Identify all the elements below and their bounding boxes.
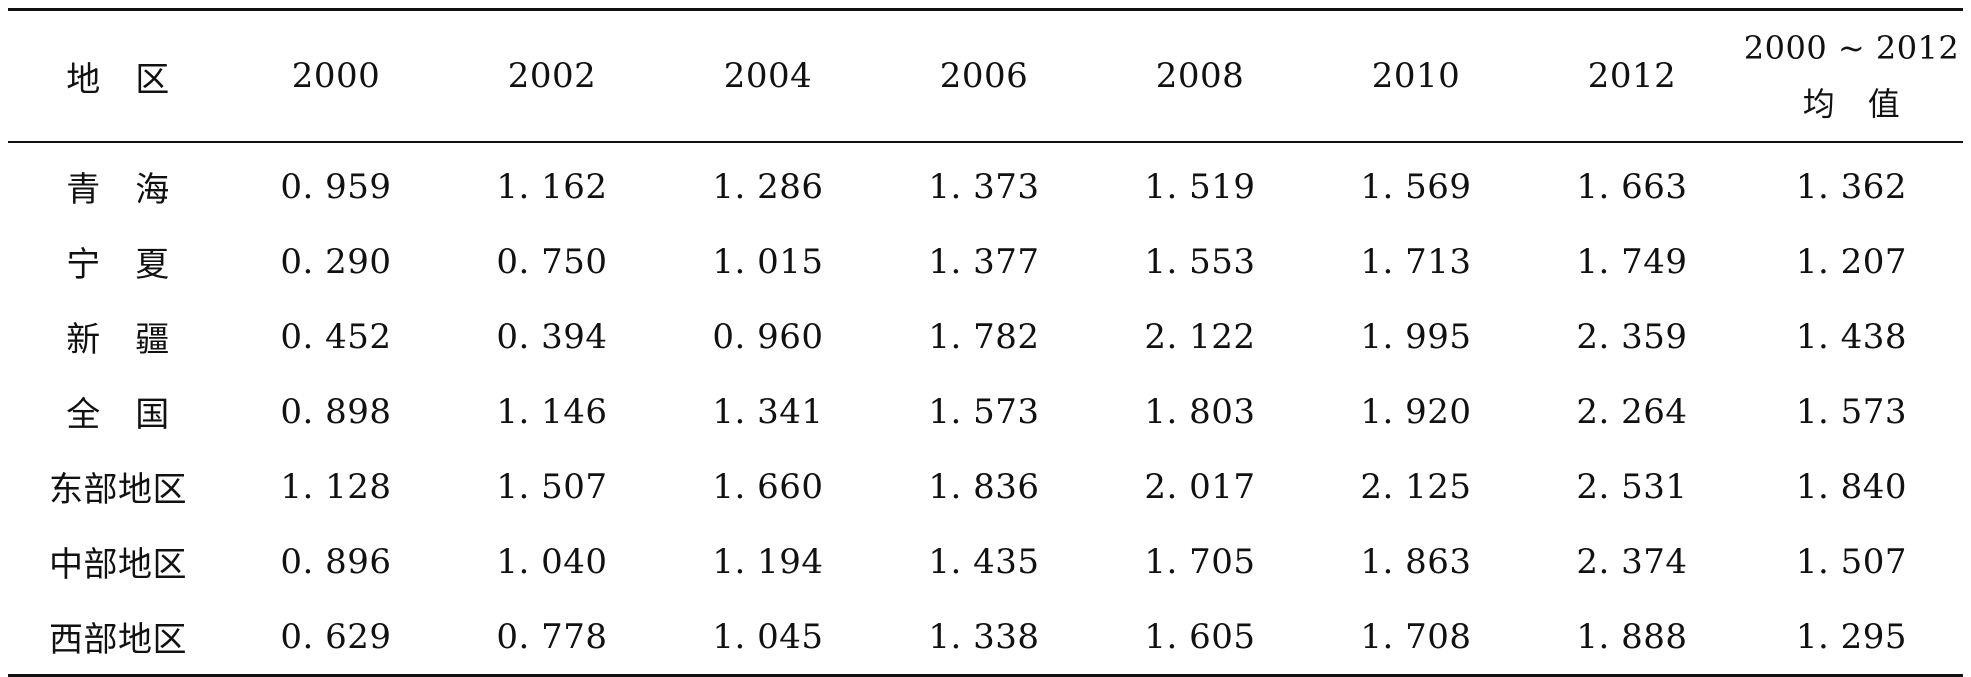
value-cell: 0. 629 — [280, 616, 392, 657]
value-cell: 1. 377 — [928, 241, 1040, 282]
header-year: 2008 — [1155, 56, 1245, 96]
header-year: 2000 — [291, 56, 381, 96]
header-year: 2012 — [1587, 56, 1677, 96]
value-cell: 1. 782 — [928, 316, 1040, 357]
value-cell: 2. 359 — [1576, 316, 1688, 357]
header-average-label: 均 值 — [1802, 85, 1901, 123]
value-cell: 2. 531 — [1576, 466, 1688, 507]
value-cell: 0. 959 — [280, 166, 392, 207]
value-cell: 1. 605 — [1144, 616, 1256, 657]
header-year: 2002 — [507, 56, 597, 96]
table-row: 中部地区 0. 896 1. 040 1. 194 1. 435 1. 705 1. 863… — [8, 524, 1963, 599]
value-cell: 0. 960 — [712, 316, 824, 357]
value-cell: 2. 122 — [1144, 316, 1256, 357]
value-cell: 0. 750 — [496, 241, 608, 282]
value-cell: 2. 017 — [1144, 466, 1256, 507]
value-cell: 0. 898 — [280, 391, 392, 432]
value-cell: 1. 863 — [1360, 541, 1472, 582]
value-cell: 1. 749 — [1576, 241, 1688, 282]
region-cell: 全 国 — [66, 395, 170, 435]
average-cell: 1. 295 — [1795, 616, 1908, 657]
header-year: 2004 — [723, 56, 813, 96]
value-cell: 1. 803 — [1144, 391, 1256, 432]
data-table: 地 区 2000 2002 2004 2006 2008 2010 2012 2… — [8, 8, 1963, 677]
value-cell: 1. 338 — [928, 616, 1040, 657]
value-cell: 0. 778 — [496, 616, 608, 657]
value-cell: 1. 569 — [1360, 166, 1472, 207]
value-cell: 1. 146 — [496, 391, 608, 432]
average-cell: 1. 362 — [1795, 166, 1908, 207]
table-row: 新 疆 0. 452 0. 394 0. 960 1. 782 2. 122 1. 995 2… — [8, 299, 1963, 374]
value-cell: 2. 125 — [1360, 466, 1472, 507]
header-year: 2006 — [939, 56, 1029, 96]
value-cell: 1. 045 — [712, 616, 824, 657]
average-cell: 1. 438 — [1795, 316, 1908, 357]
average-cell: 1. 207 — [1795, 241, 1908, 282]
value-cell: 1. 519 — [1144, 166, 1256, 207]
header-region: 地 区 — [66, 59, 170, 100]
region-cell: 西部地区 — [49, 620, 187, 660]
table-row: 宁 夏 0. 290 0. 750 1. 015 1. 377 1. 553 1. 713 1… — [8, 224, 1963, 299]
header-row: 地 区 2000 2002 2004 2006 2008 2010 2012 2… — [8, 9, 1963, 143]
value-cell: 0. 896 — [280, 541, 392, 582]
value-cell: 1. 507 — [496, 466, 608, 507]
table-row: 全 国 0. 898 1. 146 1. 341 1. 573 1. 803 1. 920 2… — [8, 374, 1963, 449]
value-cell: 1. 194 — [712, 541, 824, 582]
table-row: 东部地区 1. 128 1. 507 1. 660 1. 836 2. 017 2. 125… — [8, 449, 1963, 524]
value-cell: 0. 452 — [280, 316, 392, 357]
value-cell: 1. 836 — [928, 466, 1040, 507]
table-body: 青 海 0. 959 1. 162 1. 286 1. 373 1. 519 1. 569 1… — [8, 142, 1963, 676]
value-cell: 1. 660 — [712, 466, 824, 507]
region-cell: 宁 夏 — [66, 245, 170, 285]
value-cell: 1. 663 — [1576, 166, 1688, 207]
value-cell: 1. 573 — [928, 391, 1040, 432]
value-cell: 1. 341 — [712, 391, 824, 432]
value-cell: 1. 128 — [280, 466, 392, 507]
value-cell: 1. 888 — [1576, 616, 1688, 657]
value-cell: 1. 708 — [1360, 616, 1472, 657]
region-cell: 青 海 — [66, 170, 170, 210]
table-row: 青 海 0. 959 1. 162 1. 286 1. 373 1. 519 1. 569 1… — [8, 142, 1963, 224]
data-table-container: 地 区 2000 2002 2004 2006 2008 2010 2012 2… — [8, 8, 1963, 677]
value-cell: 1. 162 — [496, 166, 608, 207]
header-year: 2010 — [1371, 56, 1461, 96]
value-cell: 1. 995 — [1360, 316, 1472, 357]
value-cell: 1. 015 — [712, 241, 824, 282]
average-cell: 1. 840 — [1795, 466, 1908, 507]
value-cell: 1. 713 — [1360, 241, 1472, 282]
table-row: 西部地区 0. 629 0. 778 1. 045 1. 338 1. 605 1. 708… — [8, 599, 1963, 676]
average-cell: 1. 573 — [1795, 391, 1908, 432]
value-cell: 2. 374 — [1576, 541, 1688, 582]
value-cell: 1. 920 — [1360, 391, 1472, 432]
value-cell: 0. 290 — [280, 241, 392, 282]
value-cell: 2. 264 — [1576, 391, 1688, 432]
header-average: 2000 ~ 2012 均 值 — [1740, 10, 1963, 143]
header-average-period: 2000 ~ 2012 — [1743, 29, 1960, 67]
region-cell: 新 疆 — [66, 320, 170, 360]
value-cell: 1. 373 — [928, 166, 1040, 207]
value-cell: 1. 705 — [1144, 541, 1256, 582]
value-cell: 1. 435 — [928, 541, 1040, 582]
region-cell: 中部地区 — [49, 545, 187, 585]
value-cell: 1. 286 — [712, 166, 824, 207]
value-cell: 1. 040 — [496, 541, 608, 582]
average-cell: 1. 507 — [1795, 541, 1908, 582]
value-cell: 1. 553 — [1144, 241, 1256, 282]
value-cell: 0. 394 — [496, 316, 608, 357]
region-cell: 东部地区 — [49, 470, 187, 510]
